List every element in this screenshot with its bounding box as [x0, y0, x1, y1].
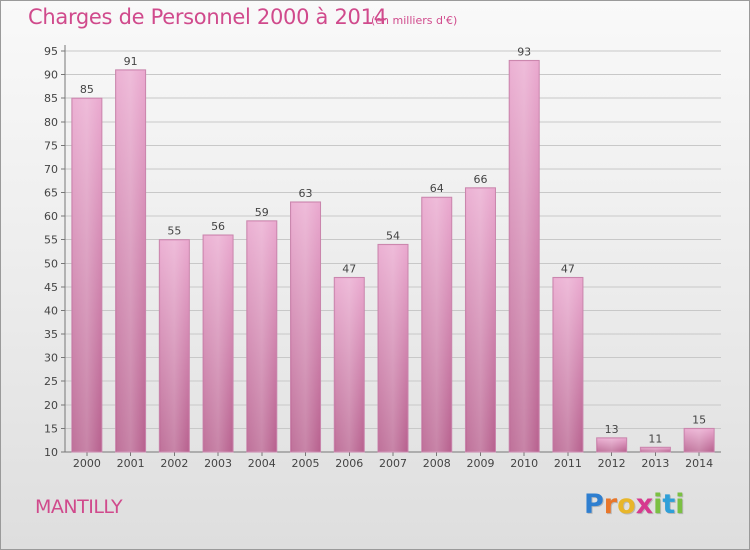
bar-highlight — [335, 278, 364, 452]
bar-value-label: 59 — [255, 206, 269, 219]
bar-highlight — [160, 240, 189, 452]
bar-value-label: 91 — [124, 55, 138, 68]
chart-title: Charges de Personnel 2000 à 2014 — [28, 5, 387, 29]
bar-highlight — [72, 99, 101, 453]
bar-highlight — [204, 235, 233, 452]
bar-highlight — [116, 70, 145, 452]
y-tick-label: 70 — [44, 163, 58, 176]
x-tick-label: 2009 — [466, 457, 494, 470]
y-tick-label: 65 — [44, 187, 58, 200]
logo-letter: x — [635, 489, 654, 520]
x-tick-label: 2005 — [292, 457, 320, 470]
bar-value-label: 47 — [342, 262, 356, 275]
chart-subtitle: (en milliers d'€) — [371, 14, 458, 27]
y-tick-label: 10 — [44, 446, 58, 459]
x-tick-label: 2004 — [248, 457, 276, 470]
y-tick-label: 25 — [44, 375, 58, 388]
commune-name: MANTILLY — [35, 496, 123, 518]
bar-value-label: 13 — [605, 423, 619, 436]
bar-value-label: 64 — [430, 182, 444, 195]
bar-highlight — [379, 245, 407, 452]
x-tick-label: 2001 — [117, 457, 145, 470]
y-tick-label: 20 — [44, 399, 58, 412]
x-tick-label: 2011 — [554, 457, 582, 470]
y-tick-label: 30 — [44, 352, 58, 365]
logo-letter: i — [675, 489, 685, 520]
bar-value-label: 85 — [80, 83, 94, 96]
y-tick-label: 75 — [44, 139, 58, 152]
x-tick-label: 2014 — [685, 457, 713, 470]
x-tick-label: 2013 — [641, 457, 669, 470]
logo-letter: t — [662, 489, 676, 520]
y-tick-label: 95 — [44, 45, 58, 58]
bar-highlight — [597, 438, 626, 452]
bar-highlight — [291, 202, 320, 452]
x-tick-label: 2003 — [204, 457, 232, 470]
y-tick-label: 80 — [44, 116, 58, 129]
bar-highlight — [685, 429, 714, 452]
x-tick-label: 2006 — [335, 457, 363, 470]
bar-highlight — [466, 188, 495, 452]
proxiti-logo[interactable]: Proxiti — [584, 489, 685, 520]
bar-highlight — [422, 198, 451, 452]
y-tick-label: 85 — [44, 92, 58, 105]
bar-value-label: 15 — [692, 413, 706, 426]
logo-letter: i — [653, 489, 663, 520]
labels: 85 2000 91 2001 55 2002 56 2003 59 2004 63 2005 47 20… — [73, 45, 713, 470]
x-tick-label: 2007 — [379, 457, 407, 470]
y-tick-label: 90 — [44, 69, 58, 82]
logo-letter: o — [617, 489, 636, 520]
bar-highlight — [510, 61, 539, 452]
y-tick-label: 55 — [44, 234, 58, 247]
bar-value-label: 47 — [561, 262, 575, 275]
bar-value-label: 54 — [386, 229, 400, 242]
bar-highlight — [247, 221, 276, 452]
y-tick-label: 40 — [44, 304, 58, 317]
y-tick-label: 35 — [44, 328, 58, 341]
logo-letter: r — [603, 489, 618, 520]
bar-highlight — [553, 278, 582, 452]
x-tick-label: 2000 — [73, 457, 101, 470]
bar-value-label: 93 — [517, 45, 531, 58]
x-tick-label: 2012 — [598, 457, 626, 470]
x-tick-label: 2008 — [423, 457, 451, 470]
y-tick-label: 50 — [44, 257, 58, 270]
logo-letter: P — [584, 489, 604, 520]
bar-value-label: 56 — [211, 220, 225, 233]
y-tick-label: 60 — [44, 210, 58, 223]
y-tick-label: 15 — [44, 422, 58, 435]
bars — [71, 59, 715, 453]
y-tick-label: 45 — [44, 281, 58, 294]
bar-value-label: 63 — [299, 187, 313, 200]
x-tick-label: 2002 — [160, 457, 188, 470]
bar-highlight — [641, 448, 670, 452]
bar-value-label: 66 — [473, 173, 487, 186]
bar-value-label: 11 — [648, 432, 662, 445]
bar-value-label: 55 — [167, 225, 181, 238]
x-tick-label: 2010 — [510, 457, 538, 470]
